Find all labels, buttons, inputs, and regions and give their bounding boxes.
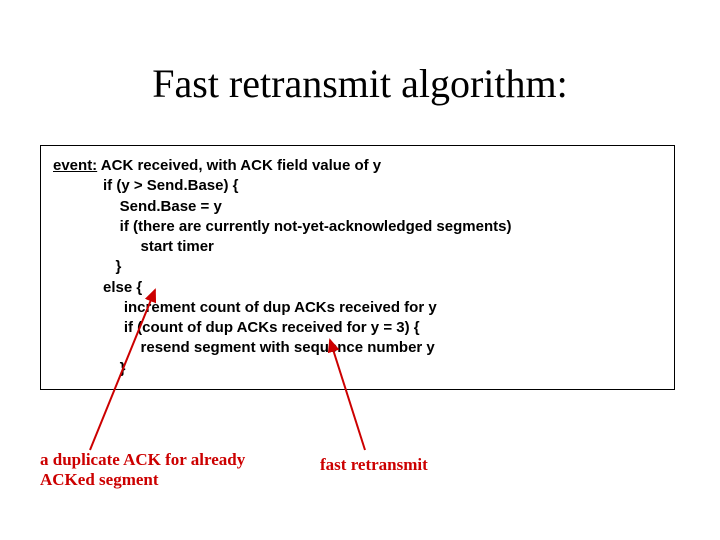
code-line-3: Send.Base = y	[53, 197, 662, 217]
code-line-4: if (there are currently not-yet-acknowle…	[53, 217, 662, 237]
code-line-6: }	[53, 257, 662, 277]
slide-title: Fast retransmit algorithm:	[0, 60, 720, 107]
algorithm-code-box: event: ACK received, with ACK field valu…	[40, 145, 675, 390]
code-line-8: increment count of dup ACKs received for…	[53, 298, 662, 318]
annotation-duplicate-ack: a duplicate ACK for already ACKed segmen…	[40, 450, 270, 491]
code-line-10: resend segment with sequence number y	[53, 338, 662, 358]
code-line-5: start timer	[53, 237, 662, 257]
event-keyword: event:	[53, 157, 97, 174]
code-line-11: }	[53, 359, 662, 379]
code-line-1: event: ACK received, with ACK field valu…	[53, 156, 662, 176]
event-line-text: ACK received, with ACK field value of y	[97, 157, 381, 174]
code-line-9: if (count of dup ACKs received for y = 3…	[53, 318, 662, 338]
slide: Fast retransmit algorithm: event: ACK re…	[0, 0, 720, 540]
code-line-2: if (y > Send.Base) {	[53, 176, 662, 196]
code-line-7: else {	[53, 278, 662, 298]
annotation-fast-retransmit: fast retransmit	[320, 455, 428, 475]
